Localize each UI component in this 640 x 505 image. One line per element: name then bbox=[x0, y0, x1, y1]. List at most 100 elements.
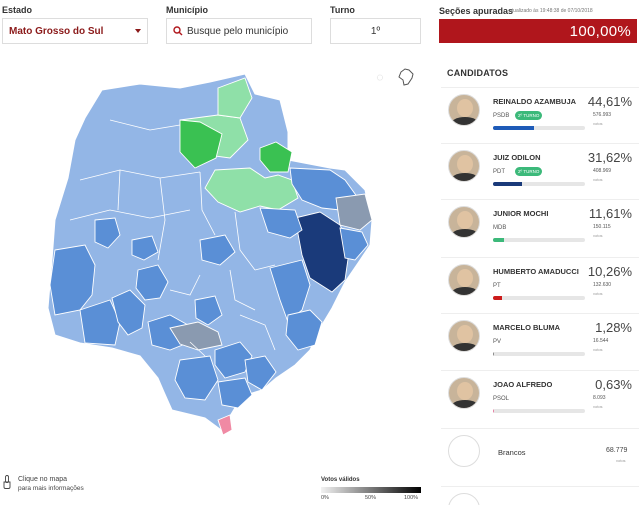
map-region[interactable] bbox=[335, 193, 373, 231]
map-region[interactable] bbox=[217, 77, 253, 119]
candidate-photo-body bbox=[451, 287, 479, 295]
map-region[interactable] bbox=[169, 321, 223, 351]
refresh-icon[interactable]: ◌ bbox=[376, 70, 384, 84]
map-region[interactable] bbox=[174, 355, 219, 401]
map-region[interactable] bbox=[259, 207, 303, 239]
candidate-card[interactable]: REINALDO AZAMBUJA PSDB 2º TURNO 44,61% 576.9… bbox=[441, 87, 639, 143]
candidate-vote-bar-fill bbox=[493, 182, 523, 186]
municipio-search-input[interactable]: Busque pelo município bbox=[166, 18, 312, 44]
candidate-votes: 150.115 bbox=[593, 224, 611, 230]
candidate-vote-bar bbox=[493, 352, 585, 356]
candidate-card[interactable]: JUIZ ODILON PDT 2º TURNO 31,62% 408.969 votos bbox=[441, 143, 639, 199]
map-region[interactable] bbox=[49, 244, 96, 316]
candidate-percent: 0,63% bbox=[595, 377, 632, 392]
candidate-votes-label: votos bbox=[593, 177, 603, 182]
second-round-badge: 2º TURNO bbox=[515, 111, 543, 120]
candidate-party: PT bbox=[493, 283, 501, 289]
secoes-updated: atualizado às 19:48:38 de 07/10/2018 bbox=[509, 8, 593, 14]
candidate-votes: 408.969 bbox=[593, 168, 612, 174]
candidate-party: PSDB bbox=[493, 113, 510, 119]
candidate-photo bbox=[448, 320, 480, 352]
candidate-party: PSOL bbox=[493, 396, 510, 402]
candidate-card[interactable]: MARCELO BLUMA PV 1,28% 16.544 votos bbox=[441, 313, 639, 369]
next-card-peek bbox=[441, 486, 639, 505]
candidate-percent: 1,28% bbox=[595, 320, 632, 335]
map-region[interactable] bbox=[111, 289, 146, 336]
map-region[interactable] bbox=[199, 234, 236, 266]
map-region[interactable] bbox=[259, 141, 293, 173]
state-map[interactable] bbox=[40, 60, 410, 440]
candidate-name: JOAO ALFREDO bbox=[493, 380, 553, 389]
brazil-map-icon[interactable] bbox=[398, 68, 414, 86]
candidate-percent: 31,62% bbox=[587, 150, 632, 165]
candidate-photo-head bbox=[457, 211, 473, 229]
candidate-photo-head bbox=[457, 99, 473, 117]
candidate-vote-bar-fill bbox=[493, 352, 495, 356]
candidate-vote-bar bbox=[493, 409, 585, 413]
map-region[interactable] bbox=[194, 295, 223, 326]
turno-label: Turno bbox=[330, 5, 355, 15]
turno-value: 1º bbox=[370, 25, 381, 37]
candidate-votes-label: votos bbox=[593, 347, 603, 352]
secoes-title: Seções apuradas bbox=[439, 6, 514, 16]
candidate-photo bbox=[448, 206, 480, 238]
turno-select[interactable]: 1º bbox=[330, 18, 421, 44]
candidate-name: MARCELO BLUMA bbox=[493, 323, 561, 332]
next-card-avatar bbox=[448, 493, 480, 505]
candidate-card[interactable]: JUNIOR MOCHI MDB 11,61% 150.115 votos bbox=[441, 199, 639, 255]
map-region[interactable] bbox=[94, 217, 121, 249]
hand-pointer-icon bbox=[3, 475, 11, 489]
brancos-label: Brancos bbox=[498, 448, 526, 457]
municipio-placeholder: Busque pelo município bbox=[187, 25, 289, 37]
candidate-photo bbox=[448, 150, 480, 182]
candidate-votes: 576.993 bbox=[593, 112, 612, 118]
candidate-card[interactable]: JOAO ALFREDO PSOL 0,63% 8.093 votos bbox=[441, 370, 639, 426]
map-region[interactable] bbox=[244, 355, 277, 391]
candidate-vote-bar bbox=[493, 296, 585, 300]
map-region[interactable] bbox=[217, 377, 253, 409]
candidate-photo-body bbox=[451, 400, 479, 408]
map-region[interactable] bbox=[294, 211, 351, 293]
map-region[interactable] bbox=[285, 309, 323, 351]
map-region[interactable] bbox=[79, 299, 121, 346]
candidates-title: CANDIDATOS bbox=[447, 68, 509, 78]
candidate-photo-head bbox=[457, 382, 473, 400]
map-region[interactable] bbox=[131, 235, 159, 261]
candidate-vote-bar bbox=[493, 182, 585, 186]
candidate-photo bbox=[448, 94, 480, 126]
secoes-progress: 100,00% bbox=[439, 19, 637, 43]
map-region[interactable] bbox=[217, 414, 233, 436]
legend-mid: 50% bbox=[365, 495, 377, 501]
estado-value: Mato Grosso do Sul bbox=[9, 25, 104, 37]
candidate-photo-head bbox=[457, 269, 473, 287]
map-region[interactable] bbox=[339, 227, 369, 261]
candidate-vote-bar-fill bbox=[493, 238, 504, 242]
brancos-votes: 68.779 bbox=[606, 447, 628, 454]
map-region[interactable] bbox=[204, 167, 299, 213]
map-hint-line1: Clique no mapa bbox=[18, 476, 68, 483]
candidate-percent: 44,61% bbox=[587, 94, 632, 109]
candidate-vote-bar-fill bbox=[493, 296, 503, 300]
candidate-vote-bar bbox=[493, 238, 585, 242]
candidate-photo bbox=[448, 377, 480, 409]
candidate-photo bbox=[448, 264, 480, 296]
candidate-photo-body bbox=[451, 117, 479, 125]
map-region[interactable] bbox=[179, 119, 223, 169]
candidate-card[interactable]: HUMBERTO AMADUCCI PT 10,26% 132.630 votos bbox=[441, 257, 639, 313]
secoes-percent: 100,00% bbox=[569, 22, 631, 40]
map-region[interactable] bbox=[269, 259, 311, 323]
map-region[interactable] bbox=[135, 264, 169, 301]
candidate-name: JUIZ ODILON bbox=[493, 153, 541, 162]
chevron-down-icon bbox=[135, 29, 141, 33]
candidate-name: REINALDO AZAMBUJA bbox=[493, 97, 577, 106]
candidate-votes-label: votos bbox=[593, 291, 603, 296]
candidate-party: PV bbox=[493, 339, 502, 345]
estado-select[interactable]: Mato Grosso do Sul bbox=[2, 18, 148, 44]
second-round-badge: 2º TURNO bbox=[515, 167, 543, 176]
legend-title: Votos válidos bbox=[321, 477, 360, 483]
candidate-votes: 8.093 bbox=[593, 395, 606, 401]
candidate-percent: 10,26% bbox=[587, 264, 632, 279]
estado-label: Estado bbox=[2, 5, 33, 15]
map-region[interactable] bbox=[214, 341, 253, 379]
candidate-photo-body bbox=[451, 229, 479, 237]
